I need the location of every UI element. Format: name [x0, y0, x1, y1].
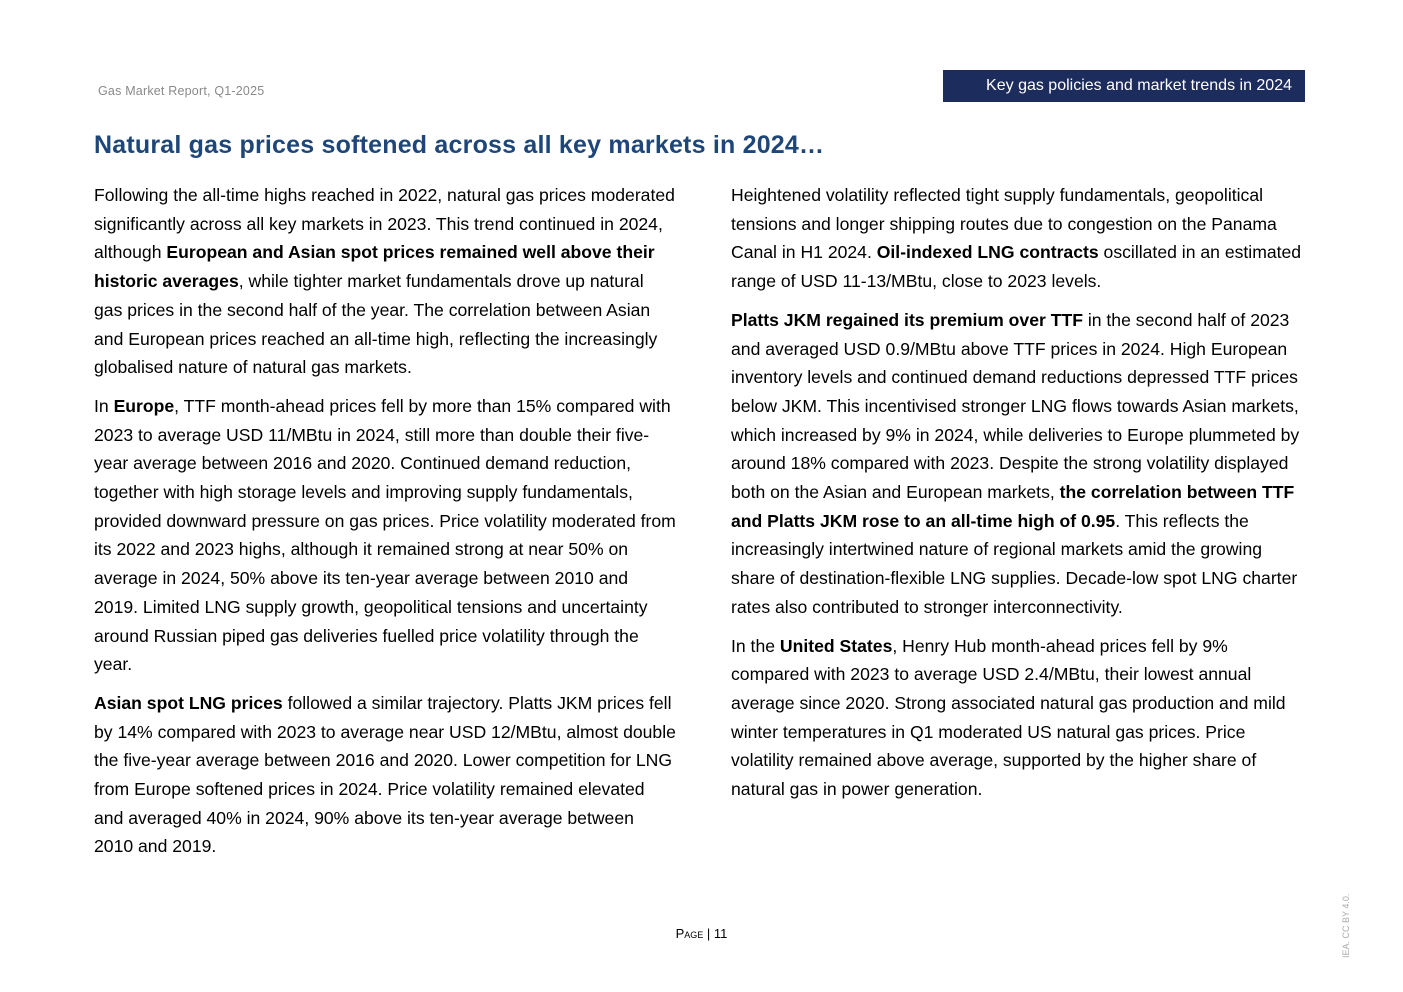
text: , while tighter market fundamentals drov…	[94, 271, 658, 378]
bold-text: Oil-indexed LNG contracts	[876, 242, 1099, 263]
bold-text: Asian spot LNG prices	[94, 692, 283, 713]
paragraph: Asian spot LNG prices followed a similar…	[94, 689, 676, 861]
text: Following the all-time highs reached in …	[94, 185, 675, 263]
paragraph: Heightened volatility reflected tight su…	[731, 181, 1309, 296]
page-number: Page | 11	[675, 926, 728, 941]
license: IEA. CC BY 4.0.	[1341, 893, 1351, 958]
column: Heightened volatility reflected tight su…	[731, 181, 1309, 814]
bold-text: United States	[779, 635, 893, 656]
paragraph: In the United States, Henry Hub month-ah…	[731, 632, 1309, 804]
text: , TTF month-ahead prices fell by more th…	[94, 395, 676, 675]
page-title: Natural gas prices softened across all k…	[94, 131, 825, 159]
text: In	[94, 395, 114, 416]
paragraph: Following the all-time highs reached in …	[94, 181, 676, 382]
column: Following the all-time highs reached in …	[94, 181, 676, 871]
text: . This reflects the increasingly intertw…	[731, 510, 1298, 617]
text: followed a similar trajectory. Platts JK…	[94, 692, 676, 857]
text: oscillated in an estimated range of USD …	[731, 242, 1302, 292]
text: , Henry Hub month-ahead prices fell by 9…	[731, 635, 1286, 800]
text: Heightened volatility reflected tight su…	[731, 185, 1277, 263]
bold-text: European and Asian spot prices remained …	[94, 242, 655, 292]
bold-text: Platts JKM regained its premium over TTF	[731, 309, 1083, 330]
text: In the	[731, 635, 780, 656]
paragraph: Platts JKM regained its premium over TTF…	[731, 306, 1309, 622]
report-name: Gas Market Report, Q1-2025	[98, 84, 265, 98]
text: in the second half of 2023 and averaged …	[731, 309, 1300, 503]
paragraph: In Europe, TTF month-ahead prices fell b…	[94, 392, 676, 679]
section-banner: Key gas policies and market trends in 20…	[943, 70, 1305, 102]
bold-text: the correlation between TTF and Platts J…	[731, 482, 1295, 531]
bold-text: Europe	[113, 395, 175, 416]
